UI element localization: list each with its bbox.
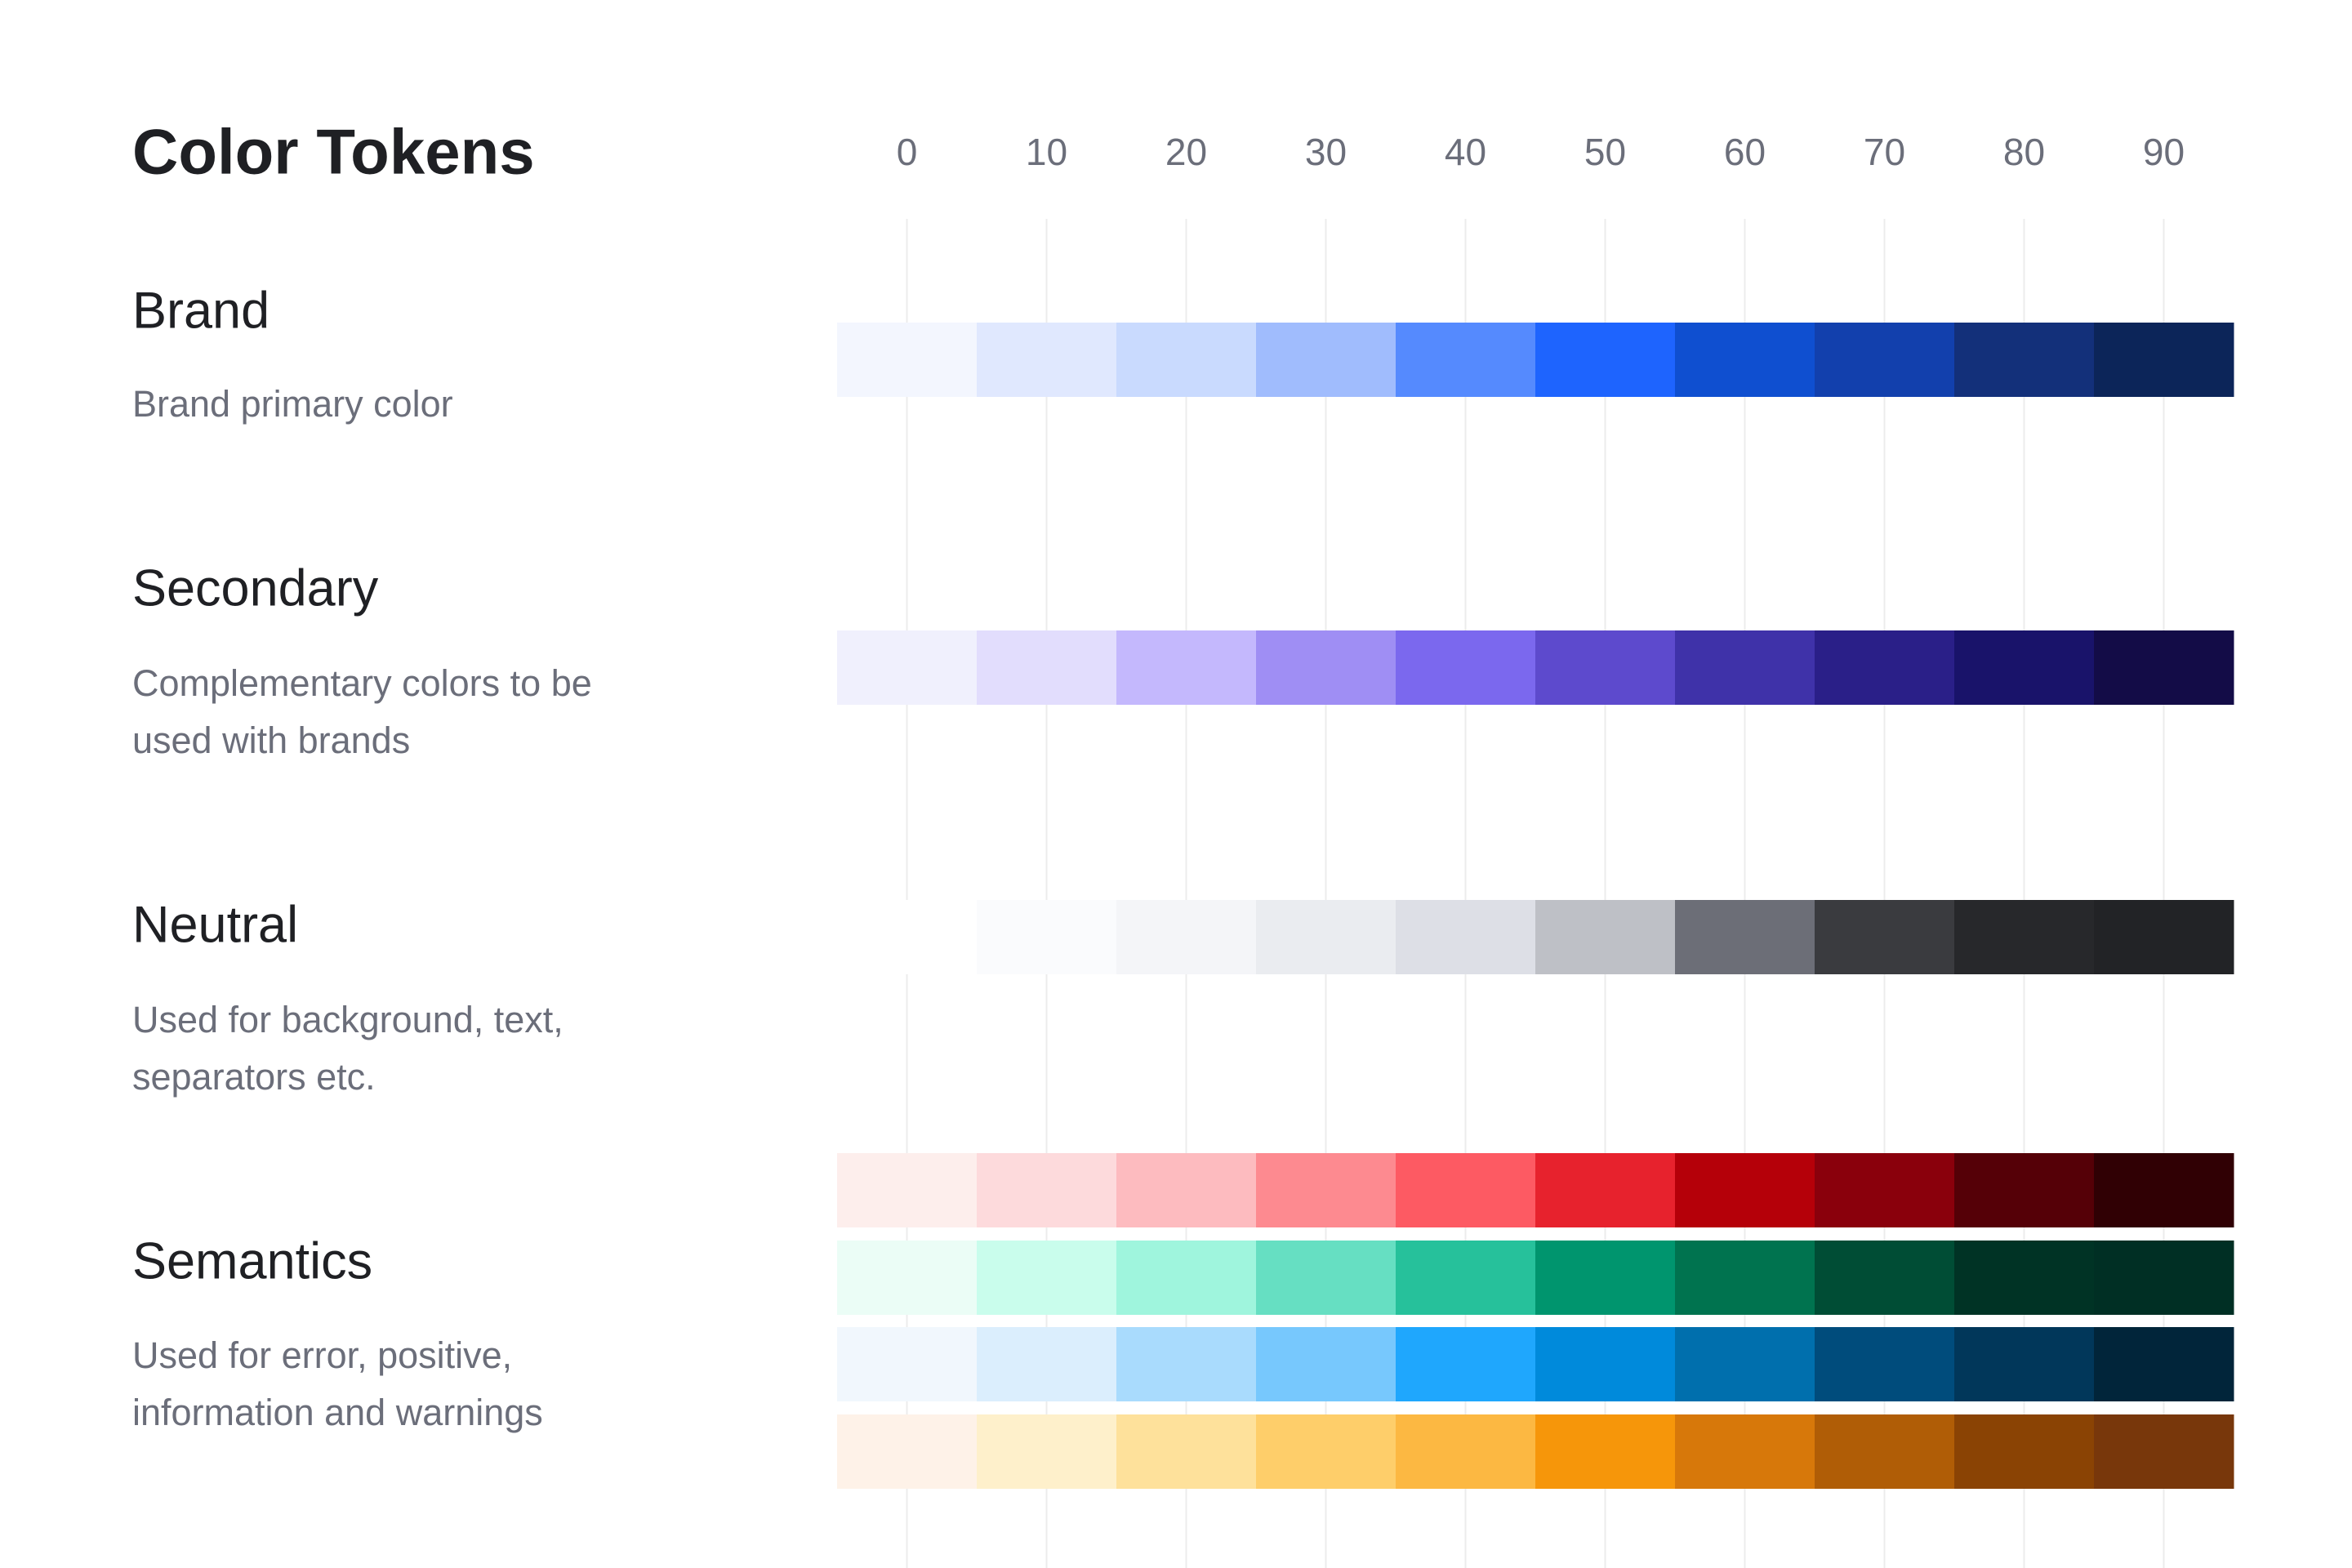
group-name: Brand (132, 283, 270, 340)
swatch (1675, 323, 1815, 397)
swatch (1116, 1153, 1257, 1227)
column-label: 30 (1305, 131, 1347, 173)
group-description: Complementary colors to be (132, 662, 592, 704)
swatch (1256, 630, 1396, 705)
swatch (1535, 1327, 1676, 1401)
swatch (1116, 323, 1257, 397)
swatch (1675, 1153, 1815, 1227)
swatch (977, 1153, 1117, 1227)
swatch (2094, 630, 2234, 705)
swatch (1954, 1327, 2095, 1401)
swatch (1396, 1241, 1536, 1315)
swatch (1396, 900, 1536, 974)
swatch (837, 630, 978, 705)
swatch (1954, 1153, 2095, 1227)
swatch (1396, 1414, 1536, 1489)
column-label: 10 (1026, 131, 1067, 173)
swatch (2094, 1327, 2234, 1401)
swatch (2094, 1241, 2234, 1315)
swatch (1675, 1241, 1815, 1315)
swatch (977, 900, 1117, 974)
group-description: Used for error, positive, (132, 1334, 512, 1376)
group-description: Brand primary color (132, 383, 453, 425)
swatch (2094, 900, 2234, 974)
swatch (977, 630, 1117, 705)
swatch (837, 1153, 978, 1227)
swatch (1256, 1153, 1396, 1227)
swatch (1535, 900, 1676, 974)
group-description: separators etc. (132, 1056, 376, 1098)
swatch (1954, 323, 2095, 397)
column-label: 70 (1864, 131, 1905, 173)
swatch (1256, 900, 1396, 974)
swatch (977, 323, 1117, 397)
swatch (1535, 630, 1676, 705)
swatch (837, 1241, 978, 1315)
swatch (1815, 630, 1955, 705)
column-label: 80 (2003, 131, 2045, 173)
swatch (977, 1241, 1117, 1315)
swatch (1815, 900, 1955, 974)
column-label: 0 (897, 131, 918, 173)
swatch (1954, 1414, 2095, 1489)
column-label: 90 (2143, 131, 2185, 173)
column-label: 20 (1165, 131, 1207, 173)
swatch (1256, 1241, 1396, 1315)
swatch (1116, 630, 1257, 705)
swatch (1116, 1241, 1257, 1315)
swatch (1396, 1153, 1536, 1227)
swatch (1815, 1414, 1955, 1489)
swatch (1535, 323, 1676, 397)
swatch (1954, 630, 2095, 705)
swatch (1116, 1414, 1257, 1489)
swatch (1675, 1414, 1815, 1489)
swatch (1535, 1241, 1676, 1315)
swatch (1954, 900, 2095, 974)
swatch (1116, 1327, 1257, 1401)
swatch (837, 900, 978, 974)
swatch (2094, 1414, 2234, 1489)
group-description: information and warnings (132, 1392, 543, 1433)
column-label: 40 (1445, 131, 1486, 173)
swatch (1954, 1241, 2095, 1315)
swatch (1815, 1241, 1955, 1315)
swatch (1815, 1327, 1955, 1401)
group-description: Used for background, text, (132, 999, 564, 1040)
swatch (1675, 630, 1815, 705)
swatch (837, 1414, 978, 1489)
swatch (1116, 900, 1257, 974)
swatch (1396, 1327, 1536, 1401)
swatch (977, 1327, 1117, 1401)
swatch (2094, 1153, 2234, 1227)
column-label: 50 (1584, 131, 1626, 173)
swatch (2094, 323, 2234, 397)
swatch (1675, 1327, 1815, 1401)
swatch (1535, 1153, 1676, 1227)
swatch (1815, 323, 1955, 397)
group-name: Semantics (132, 1233, 372, 1290)
swatch (1396, 630, 1536, 705)
swatch (1396, 323, 1536, 397)
swatch (1256, 1414, 1396, 1489)
group-description: used with brands (132, 719, 410, 761)
swatch (1815, 1153, 1955, 1227)
group-name: Secondary (132, 560, 379, 617)
swatch (1675, 900, 1815, 974)
swatch (837, 1327, 978, 1401)
swatch (1535, 1414, 1676, 1489)
swatch (977, 1414, 1117, 1489)
swatch (1256, 1327, 1396, 1401)
title: Color Tokens (132, 116, 535, 188)
column-label: 60 (1724, 131, 1766, 173)
swatch (837, 323, 978, 397)
swatch (1256, 323, 1396, 397)
group-name: Neutral (132, 897, 298, 954)
